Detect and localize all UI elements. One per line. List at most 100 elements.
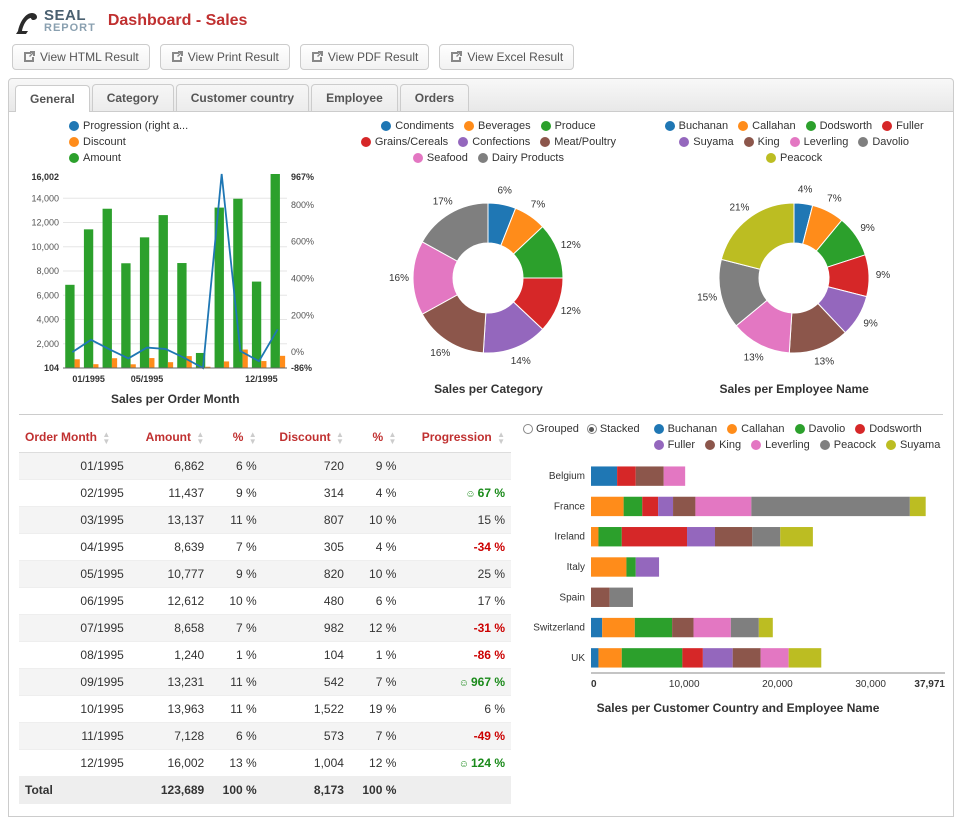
legend-item: Leverling — [751, 439, 810, 451]
table-row: 06/199512,61210 %4806 %17 % — [19, 587, 511, 614]
svg-text:2,000: 2,000 — [37, 339, 60, 349]
legend-item: Suyama — [886, 439, 940, 451]
svg-text:Spain: Spain — [559, 592, 585, 603]
svg-text:-86%: -86% — [291, 363, 312, 373]
col-1[interactable]: Amount ▲▼ — [130, 423, 210, 452]
export-icon — [171, 51, 183, 63]
legend-item: King — [705, 439, 741, 451]
pie2-legend: BuchananCallahanDodsworthFullerSuyamaKin… — [664, 120, 924, 164]
logo: SEAL REPORT — [12, 6, 96, 36]
svg-text:12,000: 12,000 — [32, 218, 60, 228]
seal-icon — [12, 6, 42, 36]
export-icon — [23, 51, 35, 63]
svg-text:200%: 200% — [291, 310, 314, 320]
legend-item: Leverling — [790, 136, 849, 148]
svg-text:10,000: 10,000 — [669, 679, 700, 690]
table-row: 04/19958,6397 %3054 %-34 % — [19, 533, 511, 560]
svg-text:600%: 600% — [291, 237, 314, 247]
svg-text:6%: 6% — [498, 186, 513, 197]
svg-text:16%: 16% — [389, 273, 409, 284]
svg-text:30,000: 30,000 — [855, 679, 886, 690]
table-row: 07/19958,6587 %98212 %-31 % — [19, 614, 511, 641]
tab-category[interactable]: Category — [92, 84, 174, 111]
logo-line2: REPORT — [44, 23, 96, 34]
table-row: 02/199511,4379 %3144 %☺67 % — [19, 479, 511, 506]
svg-text:400%: 400% — [291, 273, 314, 283]
data-table-wrap: Order Month ▲▼Amount ▲▼% ▲▼Discount ▲▼% … — [19, 423, 511, 804]
tab-general[interactable]: General — [15, 85, 90, 112]
legend-item: Seafood — [413, 152, 468, 164]
table-row: 09/199513,23111 %5427 %☺967 % — [19, 668, 511, 695]
col-0[interactable]: Order Month ▲▼ — [19, 423, 130, 452]
stacked-chart-box: GroupedStacked BuchananCallahanDavolioDo… — [523, 423, 953, 804]
svg-text:21%: 21% — [730, 203, 750, 214]
legend-item: Fuller — [882, 120, 924, 132]
svg-text:4,000: 4,000 — [37, 315, 60, 325]
pie1-title: Sales per Category — [434, 382, 543, 396]
svg-text:12%: 12% — [561, 240, 581, 251]
svg-text:Ireland: Ireland — [554, 532, 585, 543]
svg-text:13%: 13% — [744, 352, 764, 363]
table-row: 11/19957,1286 %5737 %-49 % — [19, 722, 511, 749]
stacked-header: GroupedStacked BuchananCallahanDavolioDo… — [523, 423, 953, 455]
col-5[interactable]: Progression ▲▼ — [402, 423, 511, 452]
export-btn-0[interactable]: View HTML Result — [12, 44, 150, 70]
legend-item: Condiments — [381, 120, 454, 132]
tab-employee[interactable]: Employee — [311, 84, 398, 111]
tab-orders[interactable]: Orders — [400, 84, 469, 111]
combo-chart-box: Progression (right a...DiscountAmount 2,… — [19, 120, 332, 406]
radio-grouped[interactable]: Grouped — [523, 423, 579, 435]
legend-item: Grains/Cereals — [361, 136, 448, 148]
svg-text:7%: 7% — [531, 199, 546, 210]
export-btn-1[interactable]: View Print Result — [160, 44, 290, 70]
legend-item: Progression (right a... — [69, 120, 188, 132]
legend-item: Dairy Products — [478, 152, 564, 164]
radio-stacked[interactable]: Stacked — [587, 423, 640, 435]
col-2[interactable]: % ▲▼ — [210, 423, 262, 452]
page-title: Dashboard - Sales — [108, 12, 248, 30]
export-icon — [311, 51, 323, 63]
legend-item: Suyama — [679, 136, 733, 148]
export-btn-3[interactable]: View Excel Result — [439, 44, 574, 70]
pie2-title: Sales per Employee Name — [719, 382, 868, 396]
svg-text:967%: 967% — [291, 172, 314, 182]
svg-text:20,000: 20,000 — [762, 679, 793, 690]
svg-text:Italy: Italy — [567, 562, 585, 573]
legend-item: Peacock — [766, 152, 822, 164]
logo-line1: SEAL — [44, 8, 96, 23]
legend-item: Dodsworth — [806, 120, 873, 132]
pie1-chart: 6%7%12%12%14%16%16%17% — [368, 168, 608, 378]
header: SEAL REPORT Dashboard - Sales — [0, 0, 962, 40]
data-table: Order Month ▲▼Amount ▲▼% ▲▼Discount ▲▼% … — [19, 423, 511, 804]
tab-customer-country[interactable]: Customer country — [176, 84, 309, 111]
panel-general: Progression (right a...DiscountAmount 2,… — [8, 112, 954, 817]
combo-legend: Progression (right a...DiscountAmount — [69, 120, 188, 164]
svg-text:37,971: 37,971 — [914, 679, 945, 690]
svg-text:9%: 9% — [876, 270, 891, 281]
table-row: 01/19956,8626 %7209 % — [19, 452, 511, 479]
svg-text:12/1995: 12/1995 — [245, 374, 278, 384]
toolbar: View HTML Result View Print Result View PD… — [0, 40, 962, 78]
col-3[interactable]: Discount ▲▼ — [263, 423, 350, 452]
svg-text:9%: 9% — [861, 223, 876, 234]
pie1-box: CondimentsBeveragesProduceGrains/Cereals… — [340, 120, 638, 406]
stacked-title: Sales per Customer Country and Employee … — [523, 701, 953, 715]
radio-group: Grouped Stacked — [523, 423, 640, 435]
legend-item: Davolio — [795, 423, 846, 435]
legend-item: Produce — [541, 120, 596, 132]
pie2-box: BuchananCallahanDodsworthFullerSuyamaKin… — [645, 120, 943, 406]
combo-title: Sales per Order Month — [111, 392, 240, 406]
legend-item: Callahan — [738, 120, 795, 132]
export-btn-2[interactable]: View PDF Result — [300, 44, 429, 70]
col-4[interactable]: % ▲▼ — [350, 423, 402, 452]
svg-text:15%: 15% — [697, 292, 717, 303]
table-row: 12/199516,00213 %1,00412 %☺124 % — [19, 749, 511, 776]
table-row: 10/199513,96311 %1,52219 %6 % — [19, 695, 511, 722]
svg-text:6,000: 6,000 — [37, 290, 60, 300]
svg-text:16,002: 16,002 — [32, 172, 60, 182]
svg-text:05/1995: 05/1995 — [131, 374, 164, 384]
stacked-chart: 010,00020,00030,00037,971BelgiumFranceIr… — [523, 455, 953, 695]
legend-item: Dodsworth — [855, 423, 922, 435]
svg-text:800%: 800% — [291, 200, 314, 210]
legend-item: Buchanan — [665, 120, 729, 132]
